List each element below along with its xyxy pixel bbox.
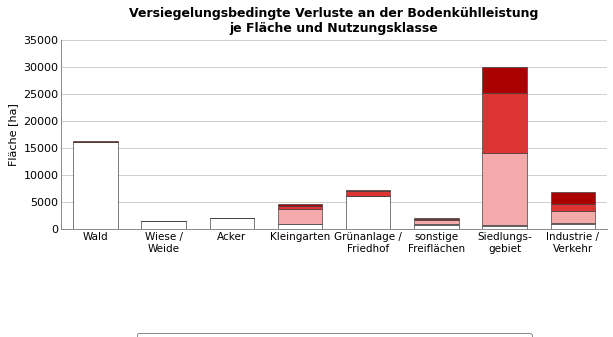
Bar (550, 204, 595, 211)
Legend: 0-<7,8, 7,8-<15,6, 15,6-<23,4, 23,4-<31,1, >=31 W/qm/a: 0-<7,8, 7,8-<15,6, 15,6-<23,4, 23,4-<31,… (137, 333, 531, 337)
Y-axis label: Fläche [ha]: Fläche [ha] (8, 103, 18, 166)
Bar (278, 206, 322, 209)
Bar (482, 225, 527, 226)
Bar (73, 141, 118, 142)
Bar (482, 93, 527, 153)
Bar (142, 221, 186, 229)
Title: Versiegelungsbedingte Verluste an der Bodenkühlleistung
je Fläche und Nutzungskl: Versiegelungsbedingte Verluste an der Bo… (129, 7, 539, 35)
Bar (414, 219, 459, 220)
Bar (550, 223, 595, 224)
Bar (550, 192, 595, 204)
Bar (210, 218, 254, 229)
Bar (73, 142, 118, 229)
Bar (414, 224, 459, 225)
Bar (550, 211, 595, 223)
Bar (482, 153, 527, 225)
Bar (346, 196, 390, 229)
Bar (346, 190, 390, 191)
Bar (278, 224, 322, 229)
Bar (278, 204, 322, 206)
Bar (550, 224, 595, 229)
Bar (414, 225, 459, 229)
Bar (414, 220, 459, 224)
Bar (414, 218, 459, 219)
Bar (278, 209, 322, 224)
Bar (482, 67, 527, 93)
Bar (482, 226, 527, 229)
Bar (346, 191, 390, 196)
